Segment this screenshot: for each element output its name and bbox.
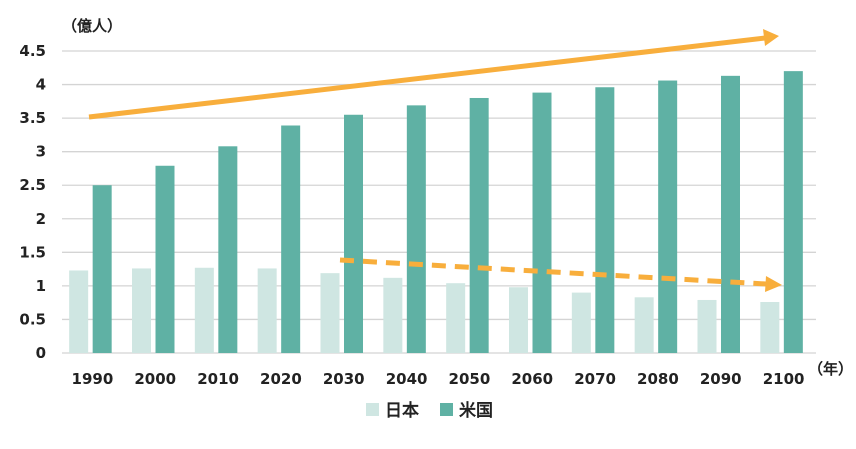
y-tick-label: 0 <box>36 344 46 362</box>
x-tick-label: 2030 <box>323 370 365 388</box>
bar-usa-2040 <box>406 105 426 353</box>
gridlines <box>62 50 816 354</box>
downward-trend-arrow-head <box>765 276 782 292</box>
bar-usa-2000 <box>155 165 175 353</box>
x-tick-label: 2010 <box>197 370 239 388</box>
bar-japan-2090 <box>697 299 717 353</box>
y-tick-label: 1 <box>36 277 46 295</box>
x-tick-label: 2080 <box>637 370 679 388</box>
bar-japan-2050 <box>446 283 466 353</box>
bar-usa-2060 <box>532 92 552 353</box>
x-tick-label: 2070 <box>574 370 616 388</box>
y-tick-label: 4.5 <box>19 42 46 60</box>
x-tick-label: 2050 <box>449 370 491 388</box>
y-tick-label: 0.5 <box>19 310 46 328</box>
bar-usa-2020 <box>281 125 301 353</box>
bar-usa-1990 <box>92 185 112 353</box>
bar-usa-2050 <box>469 97 489 353</box>
x-tick-label: 1990 <box>72 370 114 388</box>
legend: 日本 米国 <box>366 400 493 421</box>
bar-usa-2100 <box>783 71 803 353</box>
y-tick-label: 1.5 <box>19 243 46 261</box>
legend-label-japan: 日本 <box>385 400 419 421</box>
bar-usa-2090 <box>721 75 740 353</box>
y-tick-label: 2 <box>36 210 46 228</box>
x-tick-label: 2090 <box>700 370 742 388</box>
legend-swatch-usa <box>440 403 453 416</box>
bar-japan-2060 <box>509 287 528 353</box>
y-tick-label: 3 <box>36 143 46 161</box>
y-tick-label: 3.5 <box>19 109 46 127</box>
trend-arrows <box>88 29 782 292</box>
x-tick-label: 2100 <box>763 370 805 388</box>
x-axis-ticks: 1990 2000 2010 2020 2030 2040 2050 2060 2070 2080… <box>72 370 805 388</box>
bar-japan-2100 <box>760 301 780 353</box>
upward-trend-arrow-line <box>88 35 766 120</box>
bar-japan-1990 <box>69 270 89 353</box>
bar-japan-2020 <box>257 268 277 353</box>
bar-japan-2000 <box>132 268 151 353</box>
bar-usa-2080 <box>658 80 678 353</box>
legend-swatch-japan <box>366 403 379 416</box>
bar-japan-2080 <box>634 297 654 353</box>
bar-japan-2030 <box>320 273 340 353</box>
bar-japan-2040 <box>383 277 403 353</box>
legend-label-usa: 米国 <box>459 400 493 421</box>
x-tick-label: 2000 <box>134 370 176 388</box>
upward-trend-arrow-head <box>763 29 779 46</box>
downward-trend-arrow-line <box>339 257 767 287</box>
y-axis-unit-label: （億人） <box>62 17 122 35</box>
x-axis-unit-label: （年） <box>808 360 853 378</box>
x-tick-label: 2040 <box>386 370 428 388</box>
y-axis-ticks: 0 0.5 1 1.5 2 2.5 3 3.5 4 4.5 <box>19 42 46 362</box>
bar-usa-2010 <box>218 146 238 353</box>
y-tick-label: 4 <box>36 76 46 94</box>
bar-usa-2030 <box>344 114 363 353</box>
bars <box>69 71 803 354</box>
x-tick-label: 2020 <box>260 370 302 388</box>
bar-usa-2070 <box>595 87 615 354</box>
bar-japan-2010 <box>194 267 214 353</box>
y-tick-label: 2.5 <box>19 176 46 194</box>
bar-japan-2070 <box>571 292 591 353</box>
x-tick-label: 2060 <box>511 370 553 388</box>
